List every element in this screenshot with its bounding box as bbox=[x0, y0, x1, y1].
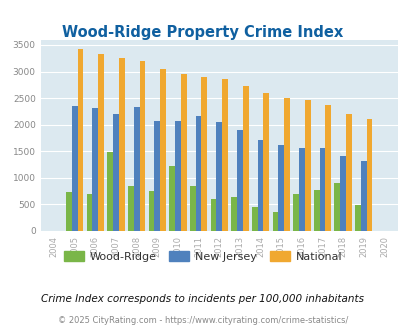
Bar bbox=[201, 77, 207, 231]
Text: Crime Index corresponds to incidents per 100,000 inhabitants: Crime Index corresponds to incidents per… bbox=[41, 294, 364, 304]
Text: Wood-Ridge Property Crime Index: Wood-Ridge Property Crime Index bbox=[62, 25, 343, 40]
Bar bbox=[113, 114, 119, 231]
Bar bbox=[139, 61, 145, 231]
Bar bbox=[313, 190, 319, 231]
Bar bbox=[237, 130, 242, 231]
Bar bbox=[92, 108, 98, 231]
Bar bbox=[148, 191, 154, 231]
Bar bbox=[98, 54, 104, 231]
Bar bbox=[360, 161, 366, 231]
Bar bbox=[319, 148, 324, 231]
Bar bbox=[366, 119, 371, 231]
Bar bbox=[160, 69, 166, 231]
Bar bbox=[304, 100, 310, 231]
Bar bbox=[154, 121, 160, 231]
Bar bbox=[195, 116, 201, 231]
Bar bbox=[298, 148, 304, 231]
Bar bbox=[210, 199, 216, 231]
Bar bbox=[128, 186, 133, 231]
Text: © 2025 CityRating.com - https://www.cityrating.com/crime-statistics/: © 2025 CityRating.com - https://www.city… bbox=[58, 316, 347, 325]
Bar bbox=[175, 121, 180, 231]
Bar bbox=[263, 93, 269, 231]
Bar bbox=[231, 197, 237, 231]
Bar bbox=[119, 58, 124, 231]
Bar bbox=[242, 86, 248, 231]
Bar bbox=[284, 98, 289, 231]
Bar bbox=[86, 194, 92, 231]
Bar bbox=[251, 207, 257, 231]
Bar bbox=[66, 192, 72, 231]
Bar bbox=[222, 79, 227, 231]
Bar bbox=[77, 50, 83, 231]
Bar bbox=[72, 106, 77, 231]
Legend: Wood-Ridge, New Jersey, National: Wood-Ridge, New Jersey, National bbox=[59, 247, 346, 267]
Bar bbox=[190, 185, 195, 231]
Bar bbox=[354, 205, 360, 231]
Bar bbox=[345, 114, 351, 231]
Bar bbox=[107, 152, 113, 231]
Bar bbox=[324, 105, 330, 231]
Bar bbox=[133, 107, 139, 231]
Bar bbox=[272, 212, 277, 231]
Bar bbox=[180, 74, 186, 231]
Bar bbox=[334, 182, 339, 231]
Bar bbox=[292, 194, 298, 231]
Bar bbox=[216, 122, 222, 231]
Bar bbox=[169, 166, 175, 231]
Bar bbox=[277, 145, 284, 231]
Bar bbox=[257, 140, 263, 231]
Bar bbox=[339, 156, 345, 231]
